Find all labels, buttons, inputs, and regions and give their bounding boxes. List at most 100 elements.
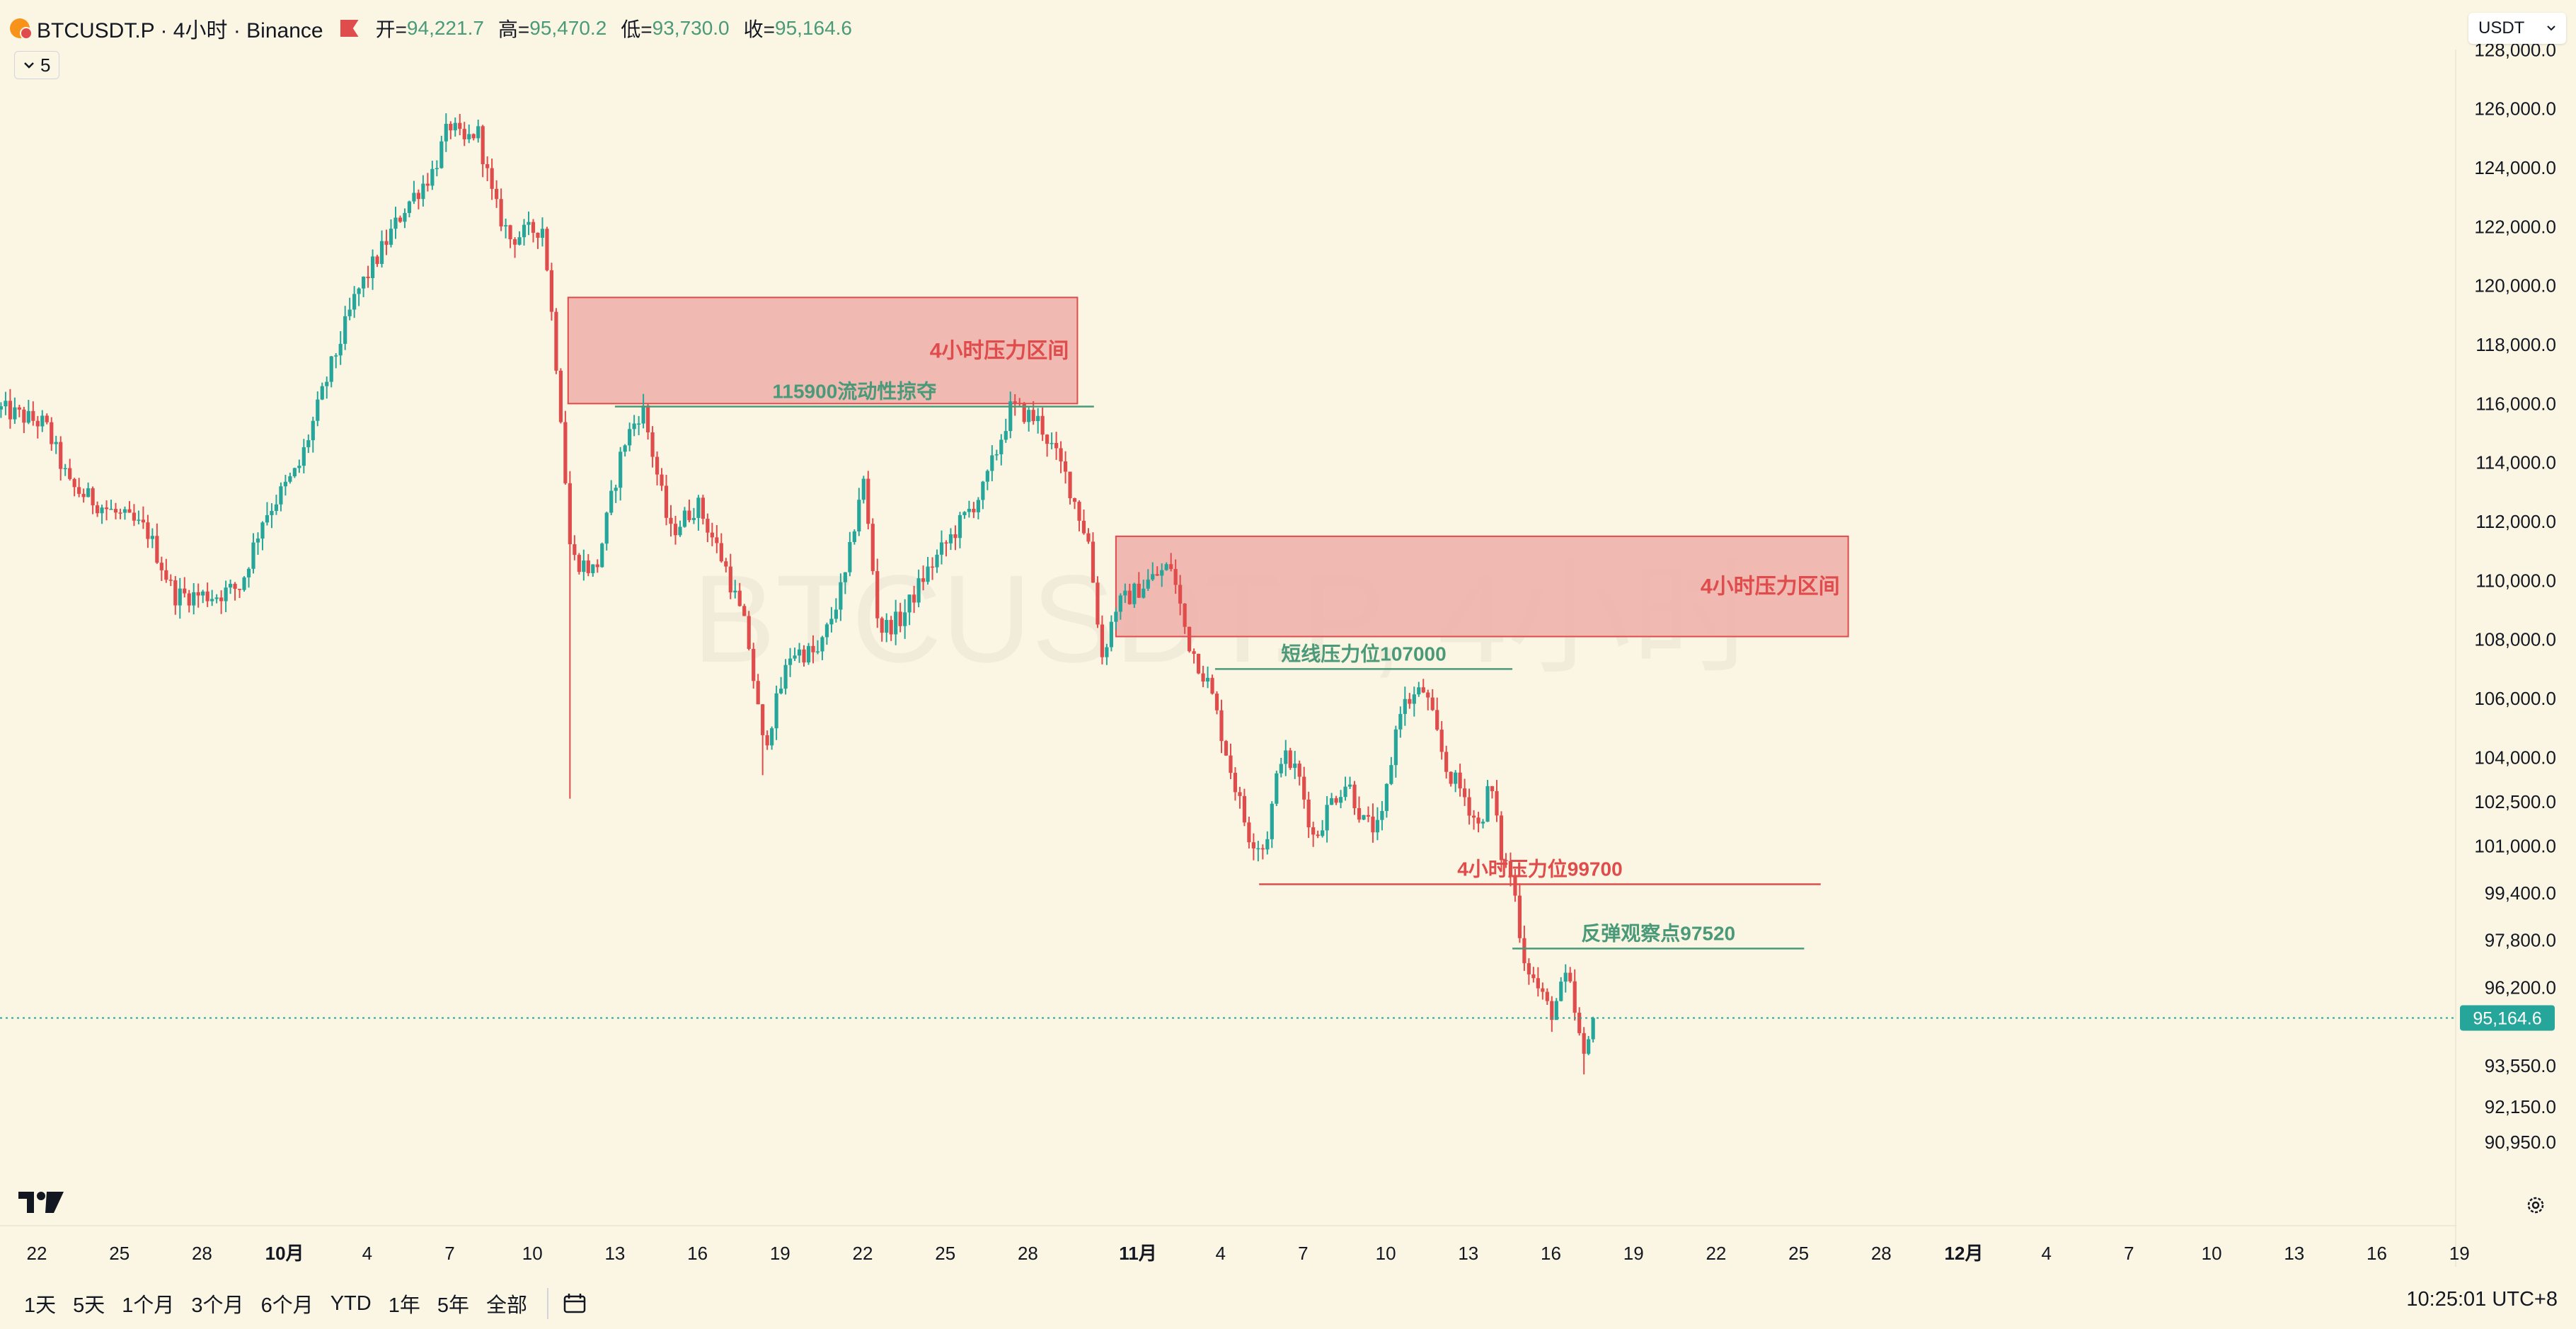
range-5d[interactable]: 5天 (73, 1294, 105, 1317)
candle-body (820, 637, 824, 652)
y-tick-label: 104,000.0 (2474, 747, 2556, 768)
candle-body (210, 599, 214, 602)
candle-body (783, 664, 788, 689)
candle-body (118, 512, 122, 514)
last-price-marker: 95,164.6 (0, 1005, 2555, 1031)
candle-body (1384, 783, 1388, 811)
btc-logo-icon (10, 18, 33, 40)
tradingview-logo-icon[interactable] (18, 1189, 64, 1214)
candle-body (907, 594, 912, 613)
candle-body (297, 466, 301, 468)
candle-body (122, 509, 127, 513)
candle-body (173, 580, 178, 606)
candle-body (1293, 764, 1297, 769)
candle-body (935, 554, 939, 568)
candle-body (270, 510, 274, 515)
candle-body (1155, 574, 1159, 576)
candle-body (495, 188, 499, 200)
candle-body (192, 592, 196, 606)
y-tick-label: 90,950.0 (2485, 1132, 2556, 1153)
candle-body (1096, 582, 1100, 625)
candle-body (728, 566, 732, 593)
x-tick-label: 10 (2202, 1243, 2222, 1264)
candle-body (187, 593, 191, 606)
candle-body (403, 212, 407, 222)
range-1m[interactable]: 1个月 (122, 1294, 175, 1317)
candle-body (916, 578, 921, 603)
candle-body (609, 490, 614, 513)
candle-body (251, 542, 255, 569)
candle-body (536, 232, 540, 238)
candle-body (756, 681, 760, 705)
symbol-title[interactable]: BTCUSDT.P · 4小时 · Binance (37, 19, 323, 42)
candle-body (205, 591, 209, 602)
x-tick-label: 7 (444, 1243, 454, 1264)
candle-body (316, 399, 320, 421)
candle-body (201, 591, 205, 596)
candle-body (1100, 624, 1105, 657)
candle-body (375, 256, 379, 264)
range-5y[interactable]: 5年 (437, 1294, 469, 1317)
candle-body (894, 611, 898, 635)
range-1y[interactable]: 1年 (388, 1294, 420, 1317)
candle-body (1417, 687, 1421, 695)
candle-body (985, 471, 989, 482)
candle-body (1306, 799, 1311, 828)
range-1d[interactable]: 1天 (24, 1294, 57, 1317)
candle-body (1265, 839, 1270, 850)
candle-body (439, 141, 444, 168)
range-6m[interactable]: 6个月 (260, 1294, 314, 1317)
candle-body (1541, 988, 1545, 992)
x-tick-label: 22 (27, 1243, 47, 1264)
candle-body (912, 594, 916, 603)
y-tick-label: 92,150.0 (2485, 1096, 2556, 1117)
gear-icon[interactable] (2525, 1195, 2546, 1216)
candle-body (1004, 431, 1008, 440)
candle-body (999, 439, 1004, 454)
candle-body (421, 183, 425, 200)
candle-body (921, 578, 926, 582)
candle-body (1183, 603, 1187, 627)
x-tick-label: 13 (2284, 1243, 2304, 1264)
clock-timezone[interactable]: 10:25:01 UTC+8 (2406, 1288, 2558, 1311)
candle-body (50, 422, 54, 444)
zone-label: 4小时压力区间 (1701, 575, 1840, 599)
y-tick-label: 110,000.0 (2476, 570, 2556, 591)
range-3m[interactable]: 3个月 (191, 1294, 244, 1317)
range-ytd[interactable]: YTD (330, 1291, 372, 1315)
candle-body (1114, 611, 1118, 622)
time-axis: 22 25 28 10月 4 7 10 13 16 19 22 25 28 11月 4 7 10 13 16 19 22… (27, 1243, 2470, 1264)
candle-body (540, 229, 545, 238)
candle-body (1568, 972, 1572, 982)
candle-body (233, 584, 237, 589)
candle-body (366, 276, 370, 279)
high-label: 高= (498, 18, 530, 40)
candle-body (279, 486, 283, 505)
indicators-toggle-button[interactable]: 5 (14, 51, 60, 79)
candle-body (224, 587, 228, 602)
x-tick-label: 22 (853, 1243, 873, 1264)
currency-select[interactable]: USDT (2468, 13, 2566, 44)
x-tick-label: 11月 (1119, 1243, 1157, 1264)
compare-range-icon[interactable] (563, 1291, 587, 1316)
x-tick-label: 10月 (265, 1243, 304, 1264)
candle-body (981, 481, 985, 500)
candle-body (1426, 692, 1430, 698)
candle-body (990, 455, 994, 471)
candle-body (1109, 621, 1113, 648)
candle-body (948, 534, 953, 543)
candle-body (334, 355, 338, 357)
x-tick-label: 19 (1623, 1243, 1644, 1264)
candle-body (660, 474, 664, 486)
range-all[interactable]: 全部 (485, 1294, 527, 1317)
candle-body (1205, 677, 1210, 682)
candle-body (1366, 815, 1371, 817)
indicator-count: 5 (40, 54, 51, 76)
flag-icon[interactable] (340, 20, 359, 37)
x-tick-label: 4 (1215, 1243, 1225, 1264)
candle-body (1279, 764, 1283, 773)
candle-body (761, 704, 765, 735)
candle-body (1173, 569, 1178, 585)
